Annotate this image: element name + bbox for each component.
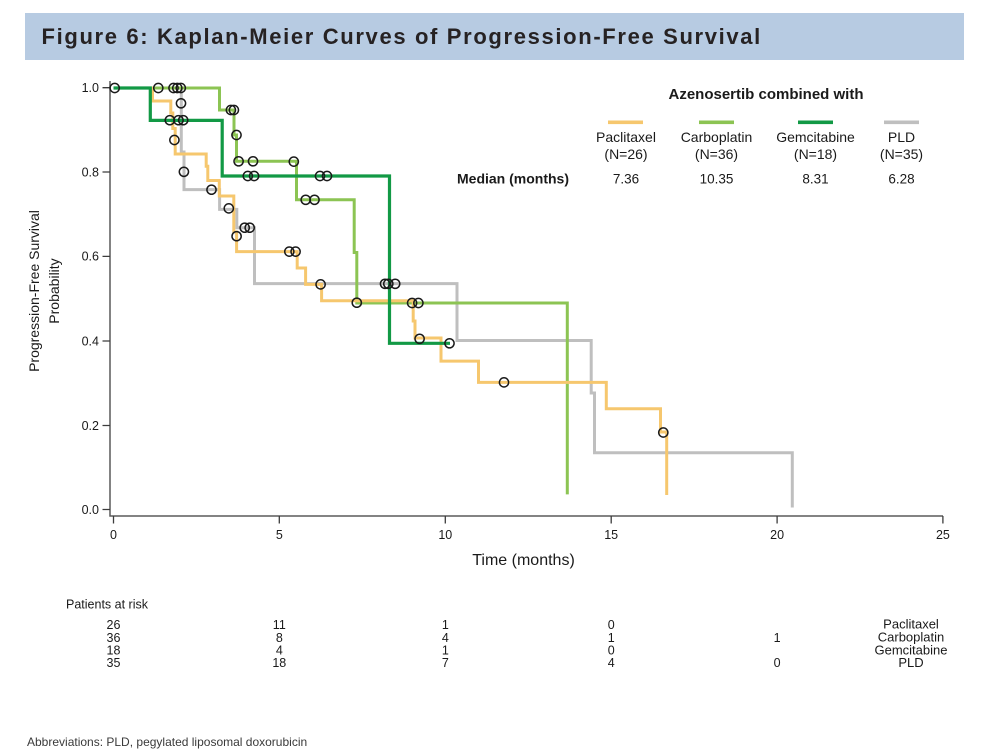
svg-text:Paclitaxel: Paclitaxel — [596, 129, 656, 145]
svg-text:8.31: 8.31 — [802, 172, 828, 187]
svg-text:Paclitaxel: Paclitaxel — [883, 617, 939, 632]
svg-text:7.36: 7.36 — [613, 172, 639, 187]
svg-text:Azenosertib combined with: Azenosertib combined with — [668, 86, 863, 103]
svg-text:1: 1 — [442, 618, 449, 632]
svg-text:18: 18 — [107, 643, 121, 657]
svg-text:0: 0 — [774, 656, 781, 670]
svg-text:25: 25 — [936, 528, 950, 542]
svg-text:8: 8 — [276, 631, 283, 645]
svg-text:Probability: Probability — [46, 258, 62, 323]
svg-text:(N=18): (N=18) — [794, 146, 837, 162]
svg-text:0.4: 0.4 — [82, 334, 99, 348]
svg-text:10.35: 10.35 — [700, 172, 734, 187]
svg-text:Carboplatin: Carboplatin — [878, 630, 945, 645]
svg-text:1.0: 1.0 — [82, 81, 99, 95]
svg-text:36: 36 — [107, 631, 121, 645]
svg-text:Gemcitabine: Gemcitabine — [875, 642, 948, 657]
svg-text:1: 1 — [774, 631, 781, 645]
svg-text:0.0: 0.0 — [82, 503, 99, 517]
svg-text:0: 0 — [110, 528, 117, 542]
svg-text:15: 15 — [604, 528, 618, 542]
svg-text:PLD: PLD — [888, 129, 915, 145]
svg-text:Patients at risk: Patients at risk — [66, 598, 149, 612]
svg-text:35: 35 — [107, 656, 121, 670]
svg-text:(N=35): (N=35) — [880, 146, 923, 162]
svg-text:Gemcitabine: Gemcitabine — [776, 129, 855, 145]
svg-text:26: 26 — [107, 618, 121, 632]
svg-text:(N=36): (N=36) — [695, 146, 738, 162]
svg-text:Median (months): Median (months) — [457, 171, 569, 187]
svg-text:4: 4 — [608, 656, 615, 670]
svg-text:0: 0 — [608, 643, 615, 657]
svg-text:20: 20 — [770, 528, 784, 542]
svg-text:4: 4 — [276, 643, 283, 657]
svg-text:Progression-Free Survival: Progression-Free Survival — [26, 210, 42, 372]
svg-text:10: 10 — [438, 528, 452, 542]
svg-text:4: 4 — [442, 631, 449, 645]
svg-text:1: 1 — [608, 631, 615, 645]
svg-text:0.2: 0.2 — [82, 419, 99, 433]
svg-text:0.8: 0.8 — [82, 165, 99, 179]
svg-text:Time (months): Time (months) — [472, 552, 575, 569]
svg-text:0.6: 0.6 — [82, 250, 99, 264]
svg-text:5: 5 — [276, 528, 283, 542]
svg-text:18: 18 — [272, 656, 286, 670]
svg-text:PLD: PLD — [898, 655, 923, 670]
svg-text:0: 0 — [608, 618, 615, 632]
svg-text:(N=26): (N=26) — [604, 146, 647, 162]
svg-text:Carboplatin: Carboplatin — [681, 129, 753, 145]
svg-text:11: 11 — [273, 618, 286, 632]
svg-text:7: 7 — [442, 656, 449, 670]
svg-text:6.28: 6.28 — [888, 172, 914, 187]
svg-text:1: 1 — [442, 643, 449, 657]
